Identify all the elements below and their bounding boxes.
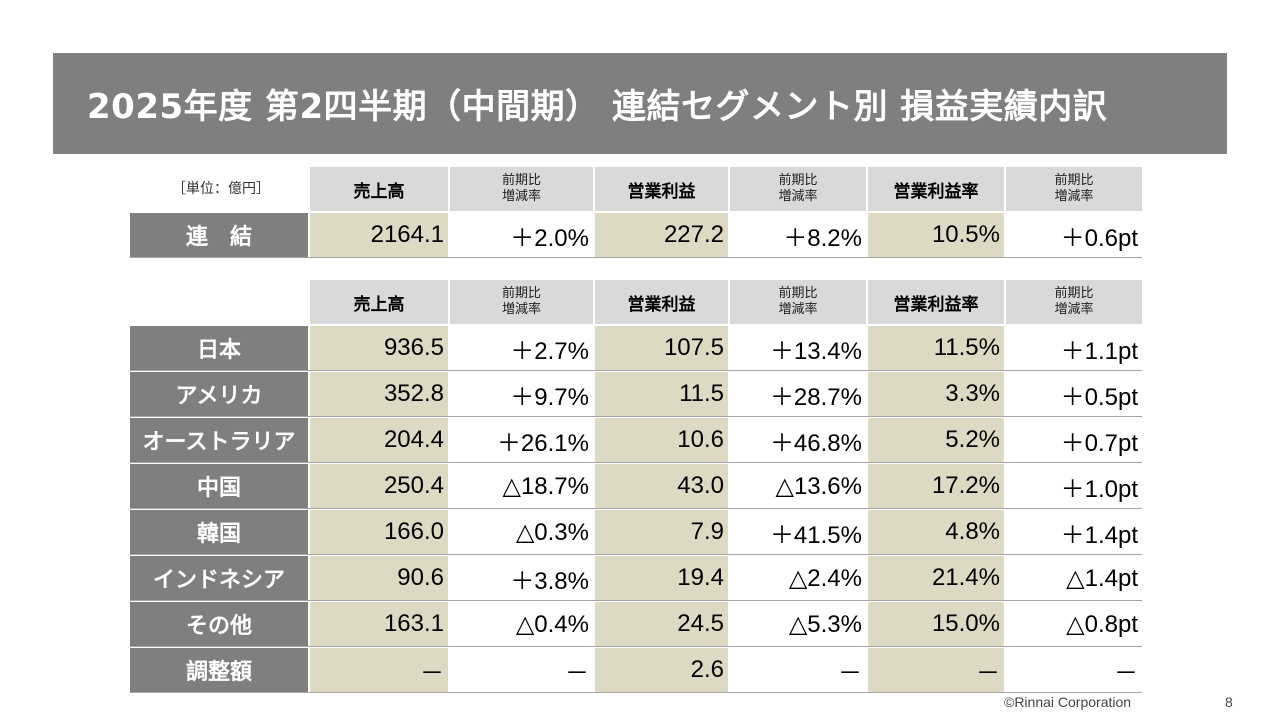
row-label: アメリカ [130, 372, 308, 416]
row-divider [130, 416, 1142, 417]
cell-op-margin: 3.3% [868, 372, 1004, 416]
cell-sales-yoy: － [565, 659, 589, 687]
cell-op-margin-yoy: ＋0.6pt [1060, 224, 1138, 252]
row-divider [130, 370, 1142, 371]
cell-op-margin-yoy: △1.4pt [1066, 564, 1138, 592]
cell-sales: 90.6 [310, 556, 448, 600]
cell-op-margin-yoy: ＋1.4pt [1060, 521, 1138, 549]
cell-sales: 163.1 [310, 602, 448, 646]
cell-op-margin: 5.2% [868, 418, 1004, 462]
header-op-margin: 営業利益率 [868, 167, 1004, 211]
cell-sales: 2164.1 [310, 213, 448, 257]
cell-op-margin: － [868, 648, 1004, 692]
cell-sales-yoy: ＋26.1% [496, 429, 589, 457]
cell-op-income: 227.2 [595, 213, 728, 257]
cell-op-income: 11.5 [595, 372, 728, 416]
row-label: 連 結 [130, 213, 308, 257]
cell-op-income: 24.5 [595, 602, 728, 646]
cell-sales-yoy: ＋2.7% [510, 337, 589, 365]
page-title: 2025年度 第2四半期（中間期） 連結セグメント別 損益実績内訳 [87, 87, 1108, 127]
cell-op-margin: 15.0% [868, 602, 1004, 646]
cell-op-margin-yoy: ＋0.7pt [1060, 429, 1138, 457]
cell-sales-yoy: △0.4% [515, 610, 589, 638]
header-sales-yoy: 前期比 増減率 [450, 167, 593, 211]
header-op-margin: 営業利益率 [868, 280, 1004, 324]
cell-op-income-yoy: － [838, 659, 862, 687]
cell-sales: 166.0 [310, 510, 448, 554]
row-divider [130, 646, 1142, 647]
cell-sales: 352.8 [310, 372, 448, 416]
cell-sales-yoy: ＋9.7% [510, 383, 589, 411]
cell-op-income-yoy: △2.4% [788, 564, 862, 592]
cell-op-income-yoy: ＋46.8% [769, 429, 862, 457]
cell-op-margin: 4.8% [868, 510, 1004, 554]
cell-op-income: 43.0 [595, 464, 728, 508]
cell-op-income-yoy: ＋41.5% [769, 521, 862, 549]
row-divider [130, 554, 1142, 555]
cell-op-margin-yoy: ＋1.1pt [1060, 337, 1138, 365]
page-number: 8 [1225, 694, 1233, 710]
cell-op-margin-yoy: △0.8pt [1066, 610, 1138, 638]
cell-op-income: 7.9 [595, 510, 728, 554]
cell-op-income-yoy: △13.6% [775, 472, 862, 500]
header-sales: 売上高 [310, 167, 448, 211]
cell-op-income: 19.4 [595, 556, 728, 600]
cell-op-margin-yoy: － [1114, 659, 1138, 687]
row-label: 韓国 [130, 510, 308, 554]
cell-op-income: 2.6 [595, 648, 728, 692]
cell-op-income-yoy: ＋13.4% [769, 337, 862, 365]
cell-sales: － [310, 648, 448, 692]
row-label: その他 [130, 602, 308, 646]
cell-op-margin-yoy: ＋0.5pt [1060, 383, 1138, 411]
row-label: インドネシア [130, 556, 308, 600]
cell-sales-yoy: △0.3% [515, 518, 589, 546]
cell-op-margin: 11.5% [868, 326, 1004, 370]
cell-sales-yoy: ＋3.8% [510, 567, 589, 595]
header-sales-yoy: 前期比 増減率 [450, 280, 593, 324]
unit-note: ［単位：億円］ [172, 181, 270, 197]
copyright-text: ©Rinnai Corporation [1004, 694, 1132, 710]
header-op-income: 営業利益 [595, 280, 728, 324]
row-divider [130, 257, 1142, 258]
cell-sales-yoy: ＋2.0% [510, 224, 589, 252]
title-bar: 2025年度 第2四半期（中間期） 連結セグメント別 損益実績内訳 [53, 53, 1227, 154]
row-label: 日本 [130, 326, 308, 370]
header-op-margin-yoy: 前期比 増減率 [1006, 280, 1142, 324]
row-divider [130, 508, 1142, 509]
cell-sales-yoy: △18.7% [502, 472, 589, 500]
cell-op-income-yoy: ＋8.2% [783, 224, 862, 252]
header-op-income-yoy: 前期比 増減率 [730, 167, 866, 211]
cell-op-margin-yoy: ＋1.0pt [1060, 475, 1138, 503]
row-divider [130, 692, 1142, 693]
cell-op-margin: 21.4% [868, 556, 1004, 600]
cell-sales: 250.4 [310, 464, 448, 508]
row-label: 調整額 [130, 648, 308, 692]
cell-sales: 936.5 [310, 326, 448, 370]
cell-op-margin: 17.2% [868, 464, 1004, 508]
cell-op-margin: 10.5% [868, 213, 1004, 257]
header-op-income-yoy: 前期比 増減率 [730, 280, 866, 324]
header-op-margin-yoy: 前期比 増減率 [1006, 167, 1142, 211]
row-divider [130, 600, 1142, 601]
row-label: オーストラリア [130, 418, 308, 462]
cell-op-income: 107.5 [595, 326, 728, 370]
header-op-income: 営業利益 [595, 167, 728, 211]
row-label: 中国 [130, 464, 308, 508]
cell-op-income-yoy: ＋28.7% [769, 383, 862, 411]
cell-sales: 204.4 [310, 418, 448, 462]
cell-op-income-yoy: △5.3% [788, 610, 862, 638]
row-divider [130, 462, 1142, 463]
header-sales: 売上高 [310, 280, 448, 324]
cell-op-income: 10.6 [595, 418, 728, 462]
